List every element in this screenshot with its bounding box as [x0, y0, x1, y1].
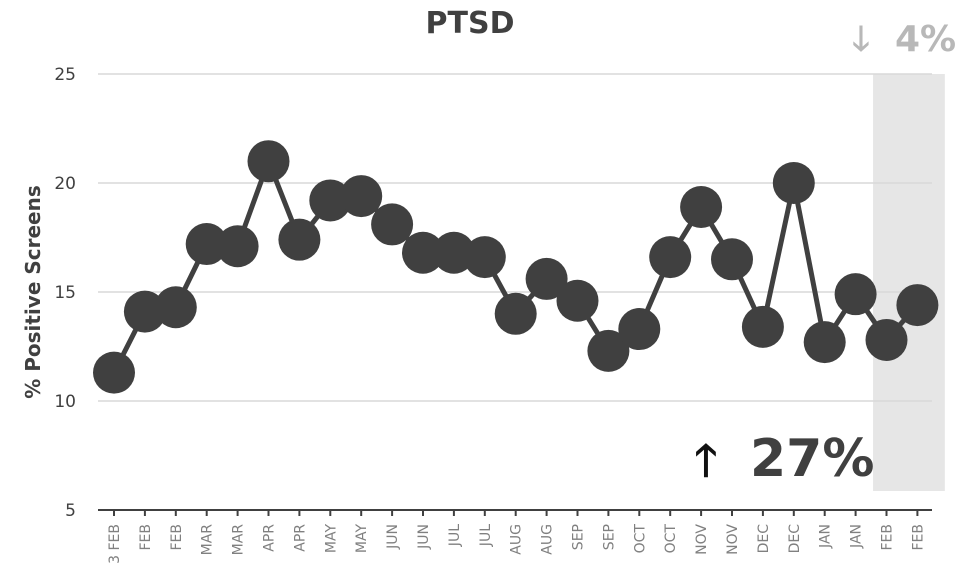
x-tick-label: APR	[262, 524, 278, 552]
highlight-region	[873, 74, 945, 491]
x-tick-label: APR	[292, 524, 308, 552]
data-point	[803, 321, 846, 364]
x-tick-label: DEC	[787, 524, 803, 554]
x-tick-label: JAN	[849, 524, 865, 549]
data-point	[865, 318, 908, 361]
x-tick-label: MAR	[231, 524, 247, 556]
y-tick-label: 10	[54, 392, 76, 412]
x-tick-label: FEB	[169, 524, 185, 551]
data-point	[649, 236, 692, 279]
data-point	[93, 351, 135, 394]
data-point	[463, 236, 506, 279]
y-tick-label: 15	[54, 283, 76, 303]
recent-change-label: 4%	[895, 19, 956, 60]
y-axis-ticks: 5 10 15 20 25	[54, 65, 76, 521]
overall-change-label: 27%	[750, 429, 874, 489]
y-axis-label: % Positive Screens	[21, 185, 45, 399]
x-tick-label: NOV	[694, 524, 710, 555]
x-tick-label: NOV	[725, 524, 741, 555]
data-point	[556, 279, 599, 322]
x-tick-label: JAN	[818, 524, 834, 549]
data-point	[834, 273, 877, 316]
y-tick-label: 20	[54, 174, 76, 194]
x-tick-label: FEB	[138, 524, 154, 551]
overall-change-arrow: 🡑	[695, 435, 718, 486]
x-tick-label: JUN	[385, 524, 401, 550]
data-point	[154, 286, 197, 329]
y-tick-label: 5	[65, 501, 76, 521]
x-tick-label: MAR	[200, 524, 216, 556]
data-point	[680, 185, 723, 228]
x-tick-label: DEC	[756, 524, 772, 554]
data-point	[711, 238, 753, 281]
x-tick-label: OCT	[632, 524, 648, 554]
data-point	[340, 175, 383, 218]
data-point	[618, 308, 661, 351]
data-point	[278, 218, 321, 261]
data-point	[371, 203, 414, 246]
data-point	[587, 329, 630, 372]
x-tick-label: FEB	[910, 524, 926, 551]
x-tick-label: AUG	[509, 524, 525, 555]
data-point	[402, 231, 444, 274]
data-points	[93, 140, 939, 394]
data-point	[896, 284, 939, 327]
x-tick-label: 3 FEB	[107, 524, 123, 564]
x-tick-label: OCT	[663, 524, 679, 554]
recent-change-arrow: 🡓	[852, 19, 870, 59]
data-point	[525, 257, 568, 300]
x-tick-label: FEB	[880, 524, 896, 551]
x-tick-label: AUG	[540, 524, 556, 555]
y-tick-label: 25	[54, 65, 76, 85]
data-point	[741, 305, 784, 348]
data-point	[309, 179, 352, 222]
x-tick-label: MAY	[323, 524, 339, 554]
x-axis-ticks: 3 FEB FEB FEB MAR MAR APR APR MAY MAY JUN JUN JUL JU…	[107, 510, 926, 564]
chart-title: PTSD	[426, 6, 515, 41]
x-tick-label: MAY	[354, 524, 370, 554]
data-point	[432, 231, 475, 274]
x-tick-label: JUL	[478, 524, 494, 547]
data-point	[216, 225, 259, 268]
data-point	[123, 290, 166, 333]
gridlines	[98, 73, 932, 402]
data-point	[494, 292, 537, 335]
x-tick-label: SEP	[571, 524, 587, 550]
data-point	[772, 162, 815, 204]
data-point	[185, 223, 228, 266]
data-point	[247, 140, 290, 183]
x-tick-label: SEP	[601, 524, 617, 550]
x-tick-label: JUL	[447, 524, 463, 547]
x-tick-label: JUN	[416, 524, 432, 550]
